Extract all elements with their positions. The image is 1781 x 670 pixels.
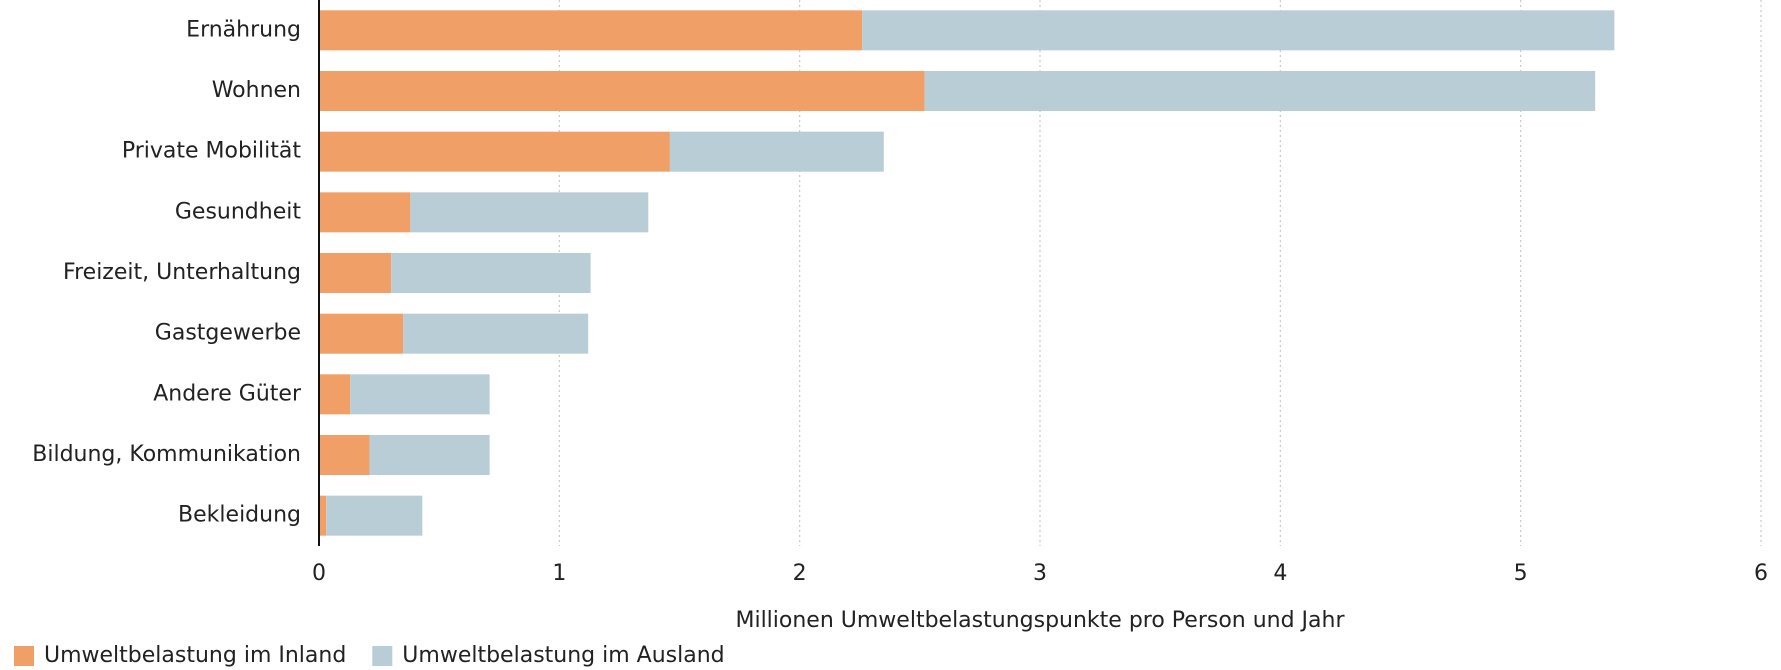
y-tick-label: Private Mobilität xyxy=(122,139,302,164)
y-tick-label: Wohnen xyxy=(212,78,301,103)
bar-segment xyxy=(319,435,370,475)
bar-segment xyxy=(319,495,327,536)
bar-segment xyxy=(326,495,423,536)
bar-segment xyxy=(391,253,591,293)
x-tick-label: 0 xyxy=(312,561,326,586)
bar-segment xyxy=(319,192,411,233)
x-tick-label: 2 xyxy=(793,561,807,586)
bar-segment xyxy=(924,71,1596,111)
bar-segment xyxy=(319,131,670,172)
bar-segment xyxy=(669,131,884,172)
y-tick-label: Gesundheit xyxy=(175,199,301,224)
bar-segment xyxy=(403,313,589,354)
legend-label: Umweltbelastung im Ausland xyxy=(402,643,724,668)
y-tick-label: Ernährung xyxy=(186,17,301,42)
x-tick-label: 5 xyxy=(1514,561,1528,586)
y-tick-label: Bildung, Kommunikation xyxy=(32,442,301,467)
bar-segment xyxy=(319,313,404,354)
x-axis-label: Millionen Umweltbelastungspunkte pro Per… xyxy=(735,608,1345,633)
bar-segment xyxy=(319,374,351,415)
x-tick-label: 3 xyxy=(1033,561,1047,586)
x-tick-label: 4 xyxy=(1273,561,1287,586)
legend-label: Umweltbelastung im Inland xyxy=(44,643,346,668)
legend-swatch xyxy=(372,646,393,666)
x-tick-label: 1 xyxy=(552,561,566,586)
bar-segment xyxy=(319,253,392,293)
bar-segment xyxy=(862,10,1615,51)
y-tick-label: Andere Güter xyxy=(153,381,302,406)
y-tick-label: Gastgewerbe xyxy=(155,321,301,346)
bar-segment xyxy=(369,435,490,475)
x-tick-label: 6 xyxy=(1754,561,1768,586)
legend-swatch xyxy=(14,646,34,666)
bar-segment xyxy=(410,192,649,233)
bar-segment xyxy=(350,374,490,415)
bar-segment xyxy=(319,71,925,111)
y-tick-label: Freizeit, Unterhaltung xyxy=(63,260,301,285)
bar-segment xyxy=(319,10,863,51)
y-tick-label: Bekleidung xyxy=(178,503,301,528)
